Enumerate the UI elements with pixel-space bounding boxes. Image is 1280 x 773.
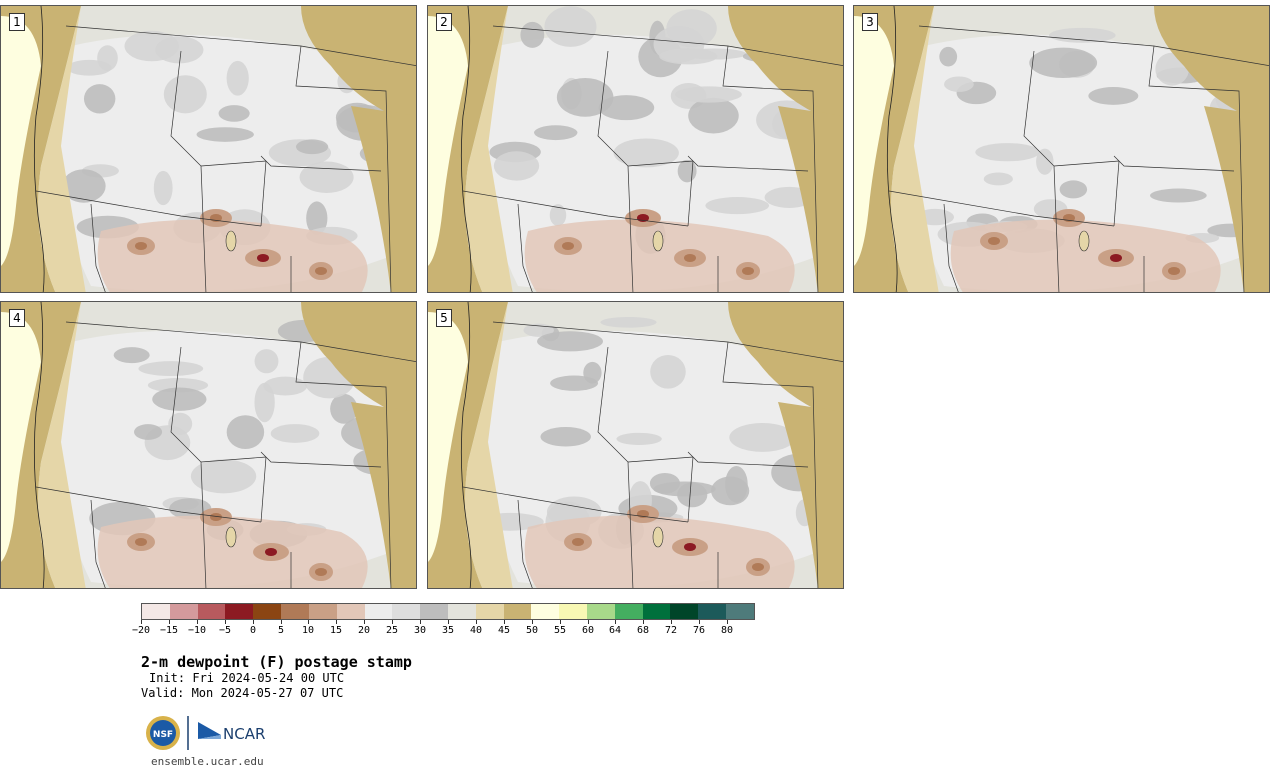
site-url: ensemble.ucar.edu: [151, 755, 264, 768]
colorbar-segment: [308, 604, 337, 619]
colorbar-tick-mark: [699, 620, 700, 624]
colorbar-tick-label: −10: [187, 625, 207, 636]
colorbar-tick-label: 15: [329, 625, 343, 636]
plot-title: 2-m dewpoint (F) postage stamp: [141, 653, 412, 671]
colorbar-tick-label: 80: [720, 625, 734, 636]
colorbar-segment: [142, 604, 170, 619]
map-panel-1: 1: [0, 5, 417, 293]
panel-number: 2: [436, 13, 452, 31]
colorbar-segment: [503, 604, 532, 619]
colorbar-segment: [475, 604, 504, 619]
colorbar-tick-mark: [588, 620, 589, 624]
colorbar-tick-mark: [532, 620, 533, 624]
colorbar-tick-label: 50: [525, 625, 539, 636]
colorbar-tick-mark: [225, 620, 226, 624]
colorbar-tick-mark: [308, 620, 309, 624]
colorbar-segment: [420, 604, 448, 619]
colorbar-tick-label: 10: [301, 625, 315, 636]
colorbar-segment: [726, 604, 754, 619]
ncar-logo-icon: NCAR: [198, 722, 265, 743]
map-panel-3: 3: [853, 5, 1270, 293]
colorbar-tick-mark: [169, 620, 170, 624]
colorbar-tick-mark: [560, 620, 561, 624]
dewpoint-map: [1, 6, 416, 292]
colorbar-tick-label: 45: [497, 625, 511, 636]
colorbar-tick-label: 20: [357, 625, 371, 636]
panel-number: 4: [9, 309, 25, 327]
colorbar-tick-label: −5: [218, 625, 232, 636]
colorbar-tick-mark: [448, 620, 449, 624]
map-panel-4: 4: [0, 301, 417, 589]
map-panel-5: 5: [427, 301, 844, 589]
colorbar-segment: [614, 604, 643, 619]
dewpoint-map: [1, 302, 416, 588]
svg-text:NCAR: NCAR: [223, 725, 265, 743]
colorbar-tick-label: 40: [469, 625, 483, 636]
dewpoint-map: [854, 6, 1269, 292]
colorbar-tick-label: 5: [277, 625, 285, 636]
colorbar-tick-label: 0: [249, 625, 257, 636]
colorbar-tick-label: 35: [441, 625, 455, 636]
colorbar-segment: [281, 604, 309, 619]
init-time: Init: Fri 2024-05-24 00 UTC: [149, 671, 345, 685]
colorbar-segment: [336, 604, 365, 619]
colorbar-tick-mark: [727, 620, 728, 624]
colorbar-tick-label: 25: [385, 625, 399, 636]
colorbar-tick-label: 30: [413, 625, 427, 636]
colorbar-tick-mark: [336, 620, 337, 624]
colorbar-ticks: −20 −15 −10 −5 0 5 10 15 20 25 30 35 40 45 50 55 60 64 68 7…: [132, 620, 755, 638]
dewpoint-map: [428, 6, 843, 292]
colorbar-tick-label: 76: [692, 625, 706, 636]
colorbar-tick-mark: [197, 620, 198, 624]
colorbar-tick-mark: [420, 620, 421, 624]
panel-number: 3: [862, 13, 878, 31]
colorbar-segment: [253, 604, 282, 619]
dewpoint-map: [428, 302, 843, 588]
colorbar-tick-mark: [504, 620, 505, 624]
colorbar-tick-mark: [671, 620, 672, 624]
colorbar-segment: [447, 604, 476, 619]
colorbar-tick-mark: [643, 620, 644, 624]
colorbar-segment: [587, 604, 615, 619]
colorbar-segment: [670, 604, 699, 619]
colorbar-tick-label: −20: [131, 625, 151, 636]
colorbar-tick-mark: [281, 620, 282, 624]
colorbar-tick-label: 55: [553, 625, 567, 636]
colorbar-segment: [392, 604, 421, 619]
colorbar-segment: [698, 604, 727, 619]
colorbar-tick-label: 60: [581, 625, 595, 636]
colorbar-tick-mark: [392, 620, 393, 624]
colorbar-segment: [169, 604, 198, 619]
colorbar-segment: [642, 604, 671, 619]
colorbar-tick-label: 64: [608, 625, 622, 636]
colorbar-tick-mark: [615, 620, 616, 624]
colorbar-tick-label: −15: [159, 625, 179, 636]
colorbar-segment: [225, 604, 254, 619]
colorbar-tick-mark: [141, 620, 142, 624]
panel-number: 5: [436, 309, 452, 327]
colorbar-segment: [364, 604, 393, 619]
colorbar-segment: [531, 604, 560, 619]
colorbar-segment: [559, 604, 587, 619]
colorbar-tick-label: 72: [664, 625, 678, 636]
svg-text:NSF: NSF: [153, 730, 173, 740]
colorbar: [141, 603, 755, 620]
map-panel-2: 2: [427, 5, 844, 293]
colorbar-segment: [197, 604, 226, 619]
panel-number: 1: [9, 13, 25, 31]
colorbar-tick-mark: [476, 620, 477, 624]
colorbar-tick-mark: [253, 620, 254, 624]
colorbar-tick-label: 68: [636, 625, 650, 636]
valid-time: Valid: Mon 2024-05-27 07 UTC: [141, 686, 344, 700]
logos: NSF NCAR: [145, 713, 275, 753]
colorbar-tick-mark: [364, 620, 365, 624]
nsf-logo-icon: NSF: [146, 716, 180, 750]
